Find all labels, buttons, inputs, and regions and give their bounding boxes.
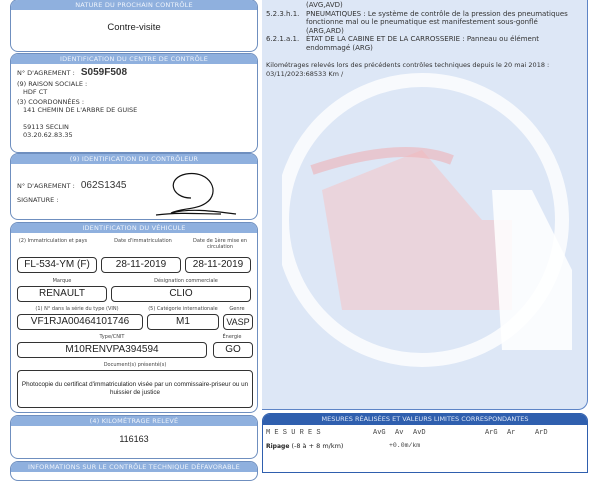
section-header: IDENTIFICATION DU CENTRE DE CONTRÔLE <box>11 54 257 64</box>
genre-label: Genre <box>229 306 245 312</box>
centre-agrement: S059F508 <box>80 67 128 78</box>
designation-label: Désignation commerciale <box>154 278 218 284</box>
centre-section: IDENTIFICATION DU CENTRE DE CONTRÔLE N° … <box>10 53 258 153</box>
defect-text: (AVG,AVD) <box>306 1 343 9</box>
defect-item: (AVG,AVD) <box>266 1 587 10</box>
date-circ-label: Date de 1ère mise en circulation <box>192 238 248 250</box>
date-circ-field: 28-11-2019 <box>185 257 251 273</box>
col-avg: AvG <box>373 429 386 437</box>
section-header: MESURES RÉALISÉES ET VALEURS LIMITES COR… <box>263 414 587 425</box>
city: 59113 SECLIN <box>23 123 69 131</box>
ripage-label: Ripage (-8 à + 8 m/km) <box>266 442 343 450</box>
mesures-title: M E S U R E S <box>266 429 321 437</box>
address: 141 CHEMIN DE L'ARBRE DE GUISE <box>23 106 138 114</box>
marque-label: Marque <box>52 278 72 284</box>
col-ar: Ar <box>507 429 516 437</box>
ripage-name: Ripage <box>266 443 290 450</box>
raison-label: (9) RAISON SOCIALE : <box>17 80 88 88</box>
infos-section: INFORMATIONS SUR LE CONTRÔLE TECHNIQUE D… <box>10 461 258 481</box>
defect-code <box>266 1 306 10</box>
controleur-agrement: 062S1345 <box>80 180 127 191</box>
energie-field: GO <box>213 342 253 358</box>
col-arg: ArG <box>485 429 498 437</box>
defect-item: 5.2.3.h.1. PNEUMATIQUES : Le système de c… <box>266 10 587 36</box>
signature-image <box>155 173 237 216</box>
section-header: NATURE DU PROCHAIN CONTRÔLE <box>11 0 257 10</box>
genre-field: VASP <box>223 314 253 330</box>
mesures-section: MESURES RÉALISÉES ET VALEURS LIMITES COR… <box>262 413 588 473</box>
defect-text: PNEUMATIQUES : Le système de contrôle de… <box>306 9 568 35</box>
km-history-label: Kilométrages relevés lors des précédents… <box>266 61 550 69</box>
categorie-field: M1 <box>147 314 219 330</box>
agrement-label: N° D'AGREMENT : <box>17 69 75 77</box>
next-control-value: Contre-visite <box>107 22 161 33</box>
km-history-values: 03/11/2023:68533 Km / <box>266 69 344 78</box>
immat-label: (2) Immatriculation et pays <box>18 238 88 244</box>
vin-field: VF1RJA00464101746 <box>17 314 143 330</box>
categorie-label: (5) Catégorie internationale <box>148 306 218 312</box>
defect-code: 5.2.3.h.1. <box>266 9 300 18</box>
type-field: M10RENVPA394594 <box>17 342 207 358</box>
immat-field: FL-534-YM (F) <box>17 257 97 273</box>
date-immat-field: 28-11-2019 <box>101 257 181 273</box>
agrement-label: N° D'AGREMENT : <box>17 182 75 190</box>
col-ard: ArD <box>535 429 548 437</box>
type-label: Type/CNIT <box>99 334 125 340</box>
watermark-logo <box>282 73 572 367</box>
controleur-section: (9) IDENTIFICATION DU CONTRÔLEUR N° D'AG… <box>10 153 258 220</box>
next-control-section: NATURE DU PROCHAIN CONTRÔLE Contre-visit… <box>10 0 258 52</box>
vin-label: (1) N° dans la série du type (VIN) <box>35 306 119 312</box>
phone: 03.20.62.83.35 <box>23 131 73 139</box>
section-header: (4) KILOMÉTRAGE RELEVÉ <box>11 416 257 426</box>
signature-label: SIGNATURE : <box>17 196 59 204</box>
kilometrage-value: 116163 <box>119 434 149 444</box>
defect-item: 6.2.1.a.1. ÉTAT DE LA CABINE ET DE LA CAR… <box>266 35 587 52</box>
coord-label: (3) COORDONNÉES : <box>17 98 85 106</box>
defect-text: ÉTAT DE LA CABINE ET DE LA CARROSSERIE :… <box>306 35 539 52</box>
docs-field: Photocopie du certificat d'immatriculati… <box>17 370 253 408</box>
defect-code: 6.2.1.a.1. <box>266 35 300 43</box>
col-av: Av <box>395 429 404 437</box>
defects-panel: (AVG,AVD) 5.2.3.h.1. PNEUMATIQUES : Le sy… <box>262 0 588 410</box>
marque-field: RENAULT <box>17 286 107 302</box>
ripage-limits: (-8 à + 8 m/km) <box>291 442 344 450</box>
vehicule-section: IDENTIFICATION DU VÉHICULE (2) Immatricu… <box>10 222 258 413</box>
raison-sociale: HDF CT <box>23 88 48 96</box>
col-avd: AvD <box>413 429 426 437</box>
energie-label: Énergie <box>222 334 242 340</box>
section-header: INFORMATIONS SUR LE CONTRÔLE TECHNIQUE D… <box>11 462 257 472</box>
kilometrage-section: (4) KILOMÉTRAGE RELEVÉ 116163 <box>10 415 258 459</box>
designation-field: CLIO <box>111 286 251 302</box>
ripage-value: +0.0m/km <box>389 442 421 449</box>
docs-label: Document(s) présenté(s) <box>103 362 167 368</box>
section-header: (9) IDENTIFICATION DU CONTRÔLEUR <box>11 154 257 164</box>
section-header: IDENTIFICATION DU VÉHICULE <box>11 223 257 233</box>
date-immat-label: Date d'immatriculation <box>114 238 172 244</box>
